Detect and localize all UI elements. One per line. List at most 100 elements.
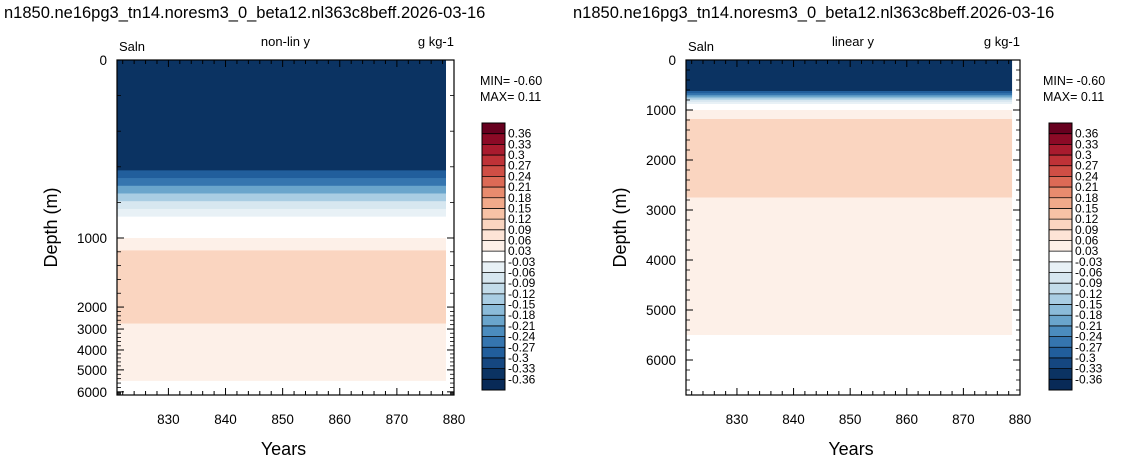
- panel-center-label: linear y: [832, 34, 874, 49]
- colorbar-box: [482, 165, 505, 177]
- colorbar-label: 0.27: [1075, 159, 1099, 173]
- colorbar-box: [1049, 187, 1072, 199]
- colorbar-label: -0.03: [508, 255, 536, 269]
- data-layer-1-0: [117, 170, 454, 179]
- no-data-strip: [446, 60, 454, 395]
- y-tick-label: 4000: [646, 253, 676, 268]
- data-layer-1-1: [686, 93, 1020, 96]
- x-tick-label: 870: [386, 412, 409, 427]
- x-tick-label: 830: [726, 412, 749, 427]
- colorbar-label: -0.15: [508, 298, 536, 312]
- colorbar-box: [482, 293, 505, 305]
- plot-frame: [116, 59, 455, 396]
- y-tick-label: 1000: [77, 231, 107, 246]
- min-label: MIN= -0.60: [1043, 74, 1105, 88]
- x-tick-label: 870: [952, 412, 975, 427]
- colorbar-label: 0.06: [1075, 233, 1099, 247]
- colorbar-label: 0.21: [508, 180, 532, 194]
- colorbar-label: 0.24: [1075, 169, 1099, 183]
- colorbar-label: 0.33: [508, 137, 532, 151]
- colorbar-box: [1049, 379, 1072, 391]
- colorbar-box: [1049, 155, 1072, 167]
- colorbar-box: [1049, 357, 1072, 369]
- colorbar-box: [1049, 336, 1072, 348]
- colorbar-label: -0.21: [508, 319, 536, 333]
- data-layer-1-3: [686, 97, 1020, 101]
- panel-left-label: Saln: [119, 39, 145, 54]
- colorbar-box: [482, 315, 505, 327]
- colorbar-label: 0.18: [508, 191, 532, 205]
- data-layer-1-5: [117, 208, 454, 218]
- panel-center-label: non-lin y: [261, 34, 311, 49]
- colorbar-box: [482, 357, 505, 369]
- colorbar-box: [1049, 368, 1072, 380]
- colorbar-label: 0.03: [508, 244, 532, 258]
- colorbar-box: [482, 219, 505, 231]
- colorbar-box: [1049, 197, 1072, 209]
- colorbar-label: -0.33: [1075, 362, 1103, 376]
- y-tick-label: 5000: [646, 303, 676, 318]
- colorbar-label: 0.18: [1075, 191, 1099, 205]
- colorbar-label: 0.03: [1075, 244, 1099, 258]
- data-layer-1-2: [686, 95, 1020, 98]
- colorbar-label: -0.03: [1075, 255, 1103, 269]
- colorbar-label: 0.12: [508, 212, 532, 226]
- colorbar-box: [482, 325, 505, 337]
- y-tick-label: 5000: [77, 363, 107, 378]
- colorbar-box: [482, 133, 505, 145]
- y-tick-label: 6000: [646, 353, 676, 368]
- colorbar-box: [1049, 283, 1072, 295]
- data-layer-5: [117, 323, 454, 382]
- colorbar-label: -0.12: [1075, 287, 1103, 301]
- colorbar-label: 0.3: [1075, 148, 1092, 162]
- y-tick-label: 0: [668, 53, 676, 68]
- data-layer-1-4: [117, 201, 454, 210]
- colorbar-label: -0.09: [508, 276, 536, 290]
- colorbar-box: [1049, 293, 1072, 305]
- data-layer-2: [117, 216, 454, 239]
- colorbar-box: [482, 229, 505, 241]
- colorbar-box: [482, 336, 505, 348]
- colorbar-box: [482, 123, 505, 134]
- colorbar-box: [482, 208, 505, 220]
- colorbar-label: 0.27: [508, 159, 532, 173]
- colorbar-box: [1049, 219, 1072, 231]
- x-tick-label: 840: [782, 412, 805, 427]
- y-tick-label: 2000: [77, 300, 107, 315]
- data-layer-1-1: [117, 178, 454, 187]
- x-axis-title: Years: [261, 439, 306, 459]
- panel-right-label: g kg-1: [418, 34, 454, 49]
- chart-2-title: n1850.ne16pg3_tn14.noresm3_0_beta12.nl36…: [573, 4, 1055, 22]
- data-layer-4: [686, 119, 1020, 198]
- data-layer-4: [117, 250, 454, 324]
- colorbar-label: -0.27: [1075, 340, 1103, 354]
- data-layer-1-0: [686, 91, 1020, 94]
- panel-right-label: g kg-1: [984, 34, 1020, 49]
- panel-left-label: Saln: [688, 39, 714, 54]
- x-tick-label: 880: [443, 412, 466, 427]
- colorbar-label: -0.24: [1075, 330, 1103, 344]
- colorbar-label: 0.33: [1075, 137, 1099, 151]
- colorbar-box: [482, 240, 505, 252]
- colorbar-box: [482, 176, 505, 188]
- colorbar-box: [1049, 304, 1072, 316]
- colorbar-label: -0.12: [508, 287, 536, 301]
- y-tick-label: 3000: [77, 322, 107, 337]
- colorbar-label: 0.3: [508, 148, 525, 162]
- data-layer-1-2: [117, 185, 454, 194]
- colorbar-label: -0.3: [1075, 351, 1096, 365]
- colorbar-box: [1049, 325, 1072, 337]
- y-tick-label: 3000: [646, 203, 676, 218]
- colorbar-label: 0.06: [508, 233, 532, 247]
- colorbar-box: [482, 197, 505, 209]
- colorbar-label: 0.12: [1075, 212, 1099, 226]
- x-tick-label: 850: [839, 412, 862, 427]
- colorbar-box: [482, 144, 505, 156]
- x-axis-title: Years: [828, 439, 873, 459]
- colorbar-label: -0.18: [508, 308, 536, 322]
- colorbar-label: -0.09: [1075, 276, 1103, 290]
- colorbar-label: -0.24: [508, 330, 536, 344]
- colorbar-box: [482, 347, 505, 359]
- colorbar-label: 0.36: [1075, 127, 1099, 141]
- data-layer-0: [686, 60, 1020, 92]
